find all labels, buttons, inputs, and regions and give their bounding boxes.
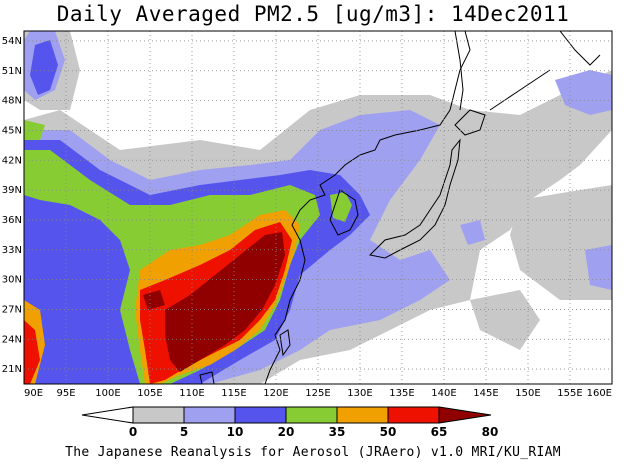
colorbar-label: 10 [227, 425, 244, 439]
x-tick-label: 160E [587, 388, 612, 399]
hainan [199, 371, 215, 384]
x-tick-label: 115E [221, 388, 246, 399]
colorbar-arrow-low [81, 406, 134, 424]
x-tick-label: 100E [95, 388, 120, 399]
darkred-region-main [165, 232, 285, 372]
colorbar: 0 5 10 20 35 50 65 80 [81, 406, 499, 439]
red-region-west [24, 320, 40, 384]
y-tick-label: 39N [2, 185, 22, 196]
y-tick-label: 45N [2, 125, 22, 136]
y-tick-label: 36N [2, 215, 22, 226]
lat-lon-grid [24, 31, 612, 384]
x-tick-label: 95E [56, 388, 75, 399]
x-tick-label: 155E [557, 388, 582, 399]
x-tick-label: 150E [515, 388, 540, 399]
colorbar-label: 65 [431, 425, 448, 439]
concentration-field [24, 31, 612, 384]
colorbar-segment [234, 406, 287, 424]
darkred-region-west [143, 290, 165, 310]
blue-region-north [30, 40, 58, 95]
green-region-north [24, 120, 45, 140]
colorbar-segment [132, 406, 185, 424]
colorbar-segment [387, 406, 440, 424]
footer-caption: The Japanese Reanalysis for Aerosol (JRA… [65, 445, 561, 460]
x-tick-label: 120E [263, 388, 288, 399]
y-tick-label: 51N [2, 66, 22, 77]
lightblue-region-east [585, 245, 612, 290]
x-tick-label: 110E [179, 388, 204, 399]
colorbar-label: 20 [278, 425, 295, 439]
grey-region-east [510, 185, 612, 300]
y-tick-label: 54N [2, 36, 22, 47]
x-tick-label: 145E [473, 388, 498, 399]
plot-frame [23, 30, 613, 385]
lightblue-region-northeast [555, 70, 612, 115]
japan-hokkaido [454, 109, 486, 136]
colorbar-arrow-high [438, 406, 492, 424]
y-tick-label: 42N [2, 155, 22, 166]
colorbar-label: 0 [129, 425, 137, 439]
colorbar-label: 5 [180, 425, 188, 439]
colorbar-segment [285, 406, 338, 424]
x-tick-label: 130E [347, 388, 372, 399]
x-tick-label: 135E [389, 388, 414, 399]
kuril-islands [489, 69, 551, 111]
y-axis-ticks: 21N 24N 27N 30N 33N 36N 39N 42N 45N 48N 51N 54N [2, 36, 22, 375]
field-level-80-plus [143, 232, 285, 372]
china-coast [264, 31, 471, 384]
map-title: Daily Averaged PM2.5 [ug/m3]: 14Dec2011 [56, 2, 570, 26]
lightblue-region-mid [460, 220, 485, 245]
y-tick-label: 33N [2, 245, 22, 256]
colorbar-label: 35 [329, 425, 346, 439]
x-tick-label: 105E [137, 388, 162, 399]
sakhalin [454, 31, 464, 111]
kamchatka-coast [559, 31, 601, 66]
x-tick-label: 140E [431, 388, 456, 399]
y-tick-label: 24N [2, 334, 22, 345]
taiwan [279, 329, 291, 357]
y-tick-label: 48N [2, 96, 22, 107]
colorbar-segment [183, 406, 236, 424]
japan-honshu [368, 138, 461, 259]
y-tick-label: 27N [2, 304, 22, 315]
grey-region-southeast [470, 290, 540, 350]
x-tick-label: 90E [24, 388, 43, 399]
korea-coast [329, 189, 359, 236]
colorbar-label: 80 [482, 425, 499, 439]
coastlines [199, 31, 601, 384]
x-axis-ticks: 90E 95E 100E 105E 110E 115E 120E 125E 130E 135E 14… [24, 388, 612, 399]
x-tick-label: 125E [305, 388, 330, 399]
y-tick-label: 21N [2, 364, 22, 375]
green-region-korea [330, 192, 352, 222]
colorbar-segment [336, 406, 389, 424]
y-tick-label: 30N [2, 275, 22, 286]
colorbar-label: 50 [380, 425, 397, 439]
